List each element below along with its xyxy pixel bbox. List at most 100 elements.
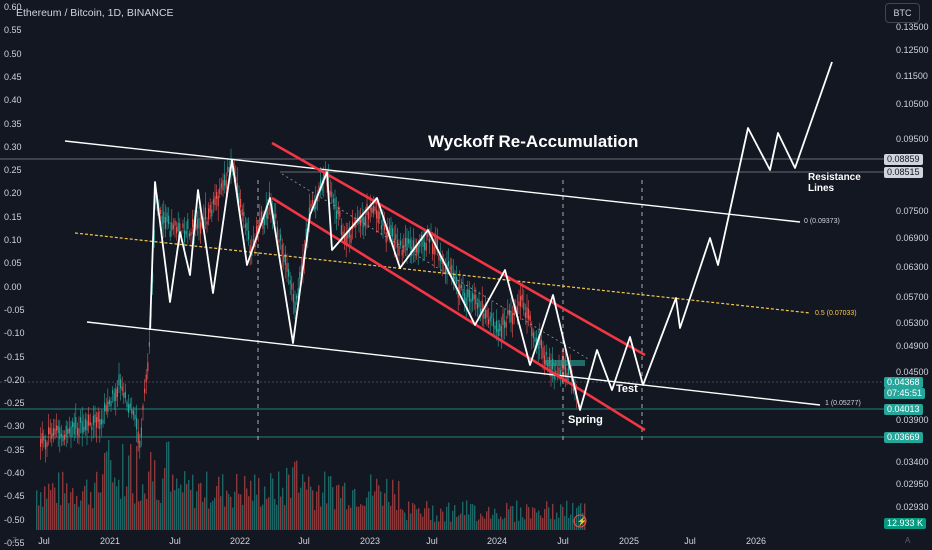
candle-body: [96, 417, 98, 428]
volume-bar: [274, 498, 276, 530]
volume-bar: [512, 506, 514, 530]
volume-bar: [450, 521, 452, 530]
candle-body: [361, 214, 363, 223]
candle-body: [225, 180, 227, 190]
candle-body: [97, 412, 99, 423]
volume-bar: [526, 504, 528, 530]
volume-bar: [546, 501, 548, 530]
volume-bar: [38, 505, 40, 530]
candle-body: [312, 199, 314, 204]
candle-body: [340, 225, 342, 235]
volume-bar: [426, 501, 428, 530]
candle-body: [318, 185, 320, 192]
volume-bar: [520, 507, 522, 530]
candle-body: [432, 243, 434, 254]
volume-bar: [498, 518, 500, 530]
candles: [40, 148, 585, 463]
volume-bar: [424, 508, 426, 530]
price-badge: 0.04368: [884, 377, 923, 388]
volume-bar: [284, 505, 286, 530]
volume-bar: [146, 498, 148, 530]
volume-bar: [394, 494, 396, 530]
candle-body: [492, 318, 494, 327]
left-axis-tick: -0.35: [4, 444, 25, 455]
left-axis-tick: 0.15: [4, 211, 22, 222]
candle-body: [129, 403, 131, 408]
volume-bar: [368, 491, 370, 530]
candle-body: [408, 238, 410, 244]
candle-body: [404, 238, 406, 247]
volume-bar: [80, 500, 82, 530]
candle-body: [384, 224, 386, 230]
candle-body: [88, 414, 90, 426]
candle-body: [334, 198, 336, 210]
x-axis-tick: 2021: [99, 536, 121, 546]
candle-body: [512, 312, 514, 325]
volume-bar: [42, 506, 44, 530]
candle-body: [249, 245, 251, 255]
candle-body: [51, 433, 53, 439]
volume-bar: [400, 508, 402, 530]
volume-bar: [240, 494, 242, 530]
candle-body: [235, 177, 237, 183]
candle-body: [252, 239, 254, 246]
left-axis-tick: -0.20: [4, 374, 25, 385]
volume-bar: [326, 503, 328, 530]
volume-bar: [430, 519, 432, 530]
candle-body: [132, 410, 134, 416]
candle-body: [456, 277, 458, 284]
right-axis-tick: 0.05700: [896, 292, 929, 302]
candle-body: [80, 417, 82, 423]
volume-bar: [460, 513, 462, 530]
volume-bar: [456, 516, 458, 530]
volume-bar: [500, 516, 502, 530]
candle-body: [528, 308, 530, 320]
volume-bar: [136, 445, 138, 530]
candle-body: [200, 222, 202, 234]
candle-body: [204, 207, 206, 220]
candle-body: [166, 212, 168, 222]
volume-bar: [432, 505, 434, 530]
volume-bar: [50, 490, 52, 530]
candle-body: [296, 295, 298, 300]
candle-body: [531, 327, 533, 336]
volume-bar: [484, 518, 486, 530]
volume-badge: 12.933 K: [884, 518, 927, 529]
volume-bar: [300, 487, 302, 530]
volume-bar: [544, 508, 546, 530]
candle-body: [448, 261, 450, 267]
candle-body: [203, 217, 205, 228]
candle-body: [142, 405, 144, 410]
candle-body: [268, 192, 270, 202]
volume-bar: [480, 513, 482, 530]
volume-bar: [378, 485, 380, 530]
candle-body: [174, 220, 176, 226]
volume-bar: [538, 510, 540, 530]
volume-bar: [374, 491, 376, 530]
volume-bar: [576, 507, 578, 530]
candle-body: [49, 428, 51, 435]
candle-body: [160, 209, 162, 214]
volume-bar: [504, 517, 506, 530]
volume-bar: [90, 491, 92, 530]
volume-bar: [338, 484, 340, 530]
candle-body: [462, 289, 464, 296]
volume-bar: [572, 503, 574, 530]
volume-bar: [376, 478, 378, 530]
candle-body: [382, 214, 384, 226]
auto-scale-button[interactable]: A: [905, 536, 911, 545]
candle-body: [468, 289, 470, 302]
candle-body: [321, 182, 323, 192]
volume-bar: [510, 506, 512, 530]
candle-body: [104, 402, 106, 412]
lightning-icon-glyph: ⚡: [577, 516, 587, 526]
candle-body: [358, 218, 360, 224]
candle-body: [400, 240, 402, 246]
currency-button[interactable]: BTC: [885, 3, 920, 23]
volume-bar: [490, 518, 492, 530]
candle-body: [217, 195, 219, 207]
candle-body: [440, 255, 442, 262]
left-axis-tick: 0.00: [4, 281, 22, 292]
volume-bar: [72, 488, 74, 530]
